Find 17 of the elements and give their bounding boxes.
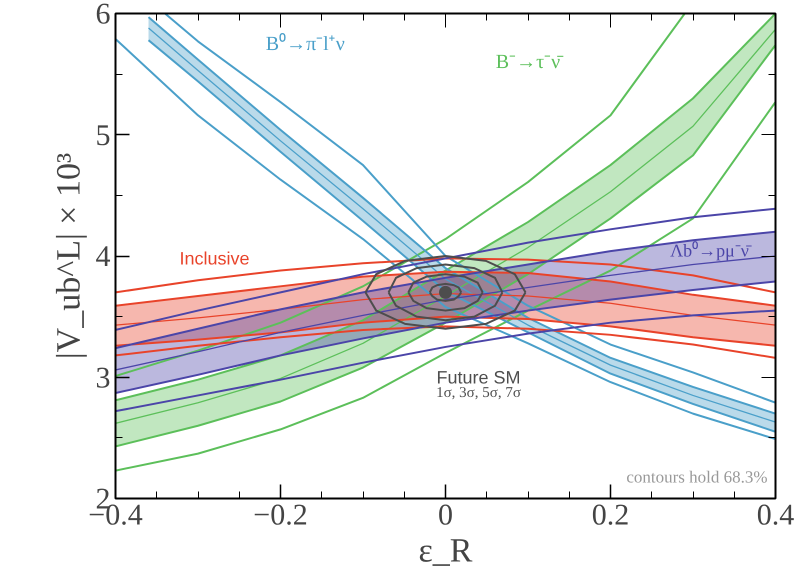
annotation: contours hold 68.3%: [626, 468, 768, 486]
y-tick-label: 5: [96, 118, 110, 152]
y-axis-title: |V_ub^L| × 10³: [50, 152, 88, 360]
x-tick-label: 0.2: [592, 498, 630, 532]
annotation: B⁰→π⁻l⁺ν: [266, 32, 345, 55]
y-tick-label: 3: [96, 361, 110, 394]
annotation: 1σ, 3σ, 5σ, 7σ: [436, 385, 521, 402]
x-tick-label: 0.4: [756, 498, 794, 532]
annotation: Inclusive: [179, 248, 250, 268]
y-tick-label: 6: [96, 0, 110, 30]
annotation: B⁻→τ⁻ν̄: [496, 51, 564, 73]
x-tick-label: −0.2: [253, 498, 308, 532]
annotation: Future SM: [436, 367, 521, 388]
y-tick-label: 4: [96, 240, 110, 273]
x-tick-label: 0: [438, 498, 453, 532]
annotation: Λb⁰→pμ⁻ν̄: [670, 240, 752, 261]
x-axis-title: ε_R: [418, 532, 473, 570]
